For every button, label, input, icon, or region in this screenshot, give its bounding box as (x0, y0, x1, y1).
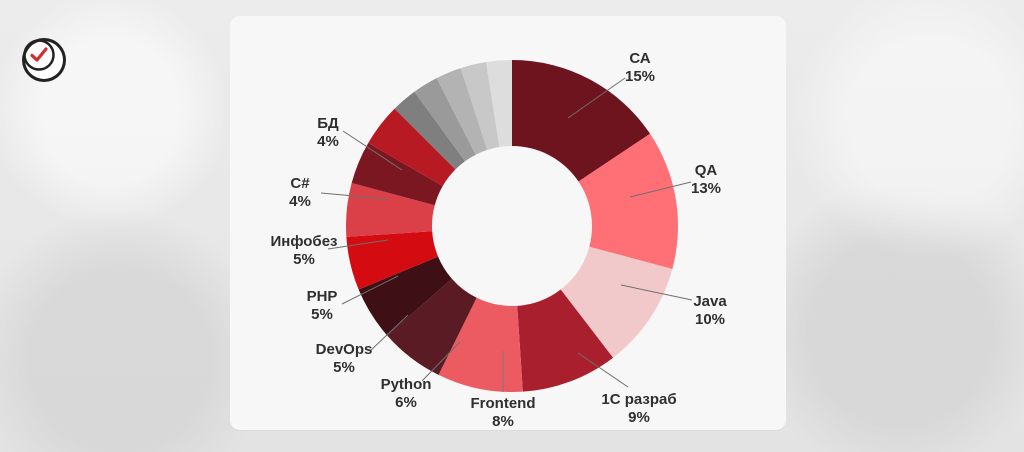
donut-hole (433, 147, 591, 305)
value-label: 9% (628, 409, 650, 426)
category-label: 1С разраб (601, 391, 676, 408)
value-label: 5% (333, 359, 355, 376)
leader-line (620, 284, 693, 301)
value-label: 4% (289, 193, 311, 210)
slice-инфобез (346, 183, 435, 237)
category-label: PHP (307, 288, 338, 305)
slice-devops (358, 256, 452, 336)
leader-line (577, 352, 629, 388)
leader-line (341, 275, 399, 305)
checkmark-icon (23, 39, 55, 71)
slice-php (346, 231, 439, 290)
value-label: 6% (395, 394, 417, 411)
slice-java (560, 246, 673, 358)
slice-unlabeled-4 (460, 62, 500, 150)
category-label: Java (693, 293, 727, 310)
category-label: СА (629, 50, 650, 67)
category-label: C# (290, 175, 310, 192)
value-label: 5% (311, 306, 333, 323)
leader-line (327, 239, 389, 250)
category-label: Frontend (471, 395, 536, 412)
leader-line (369, 314, 409, 352)
leader-line (342, 130, 403, 171)
slice-python (387, 278, 477, 375)
slice-бд (368, 108, 456, 186)
slice-unlabeled-2 (414, 78, 476, 162)
category-label: Инфобез (271, 233, 338, 250)
value-label: 5% (293, 251, 315, 268)
slice-c- (351, 143, 443, 206)
value-label: 8% (492, 413, 514, 430)
leader-line (567, 77, 626, 119)
slice-frontend (438, 297, 523, 393)
category-label: QA (695, 162, 718, 179)
slice-qa (578, 133, 678, 269)
value-label: 10% (695, 311, 725, 328)
slice-1с-разраб (517, 289, 614, 392)
category-label: DevOps (316, 341, 373, 358)
category-label: Python (381, 376, 432, 393)
category-label: БД (317, 115, 339, 132)
slice-са (512, 60, 651, 182)
value-label: 15% (625, 68, 655, 85)
leader-line (629, 181, 692, 198)
leader-line (421, 341, 461, 382)
logo-badge (22, 38, 66, 82)
leader-line (320, 192, 389, 200)
slice-unlabeled-3 (436, 68, 488, 155)
value-label: 13% (691, 180, 721, 197)
value-label: 4% (317, 133, 339, 150)
slice-unlabeled-5 (486, 60, 512, 147)
slice-unlabeled-1 (394, 91, 465, 170)
